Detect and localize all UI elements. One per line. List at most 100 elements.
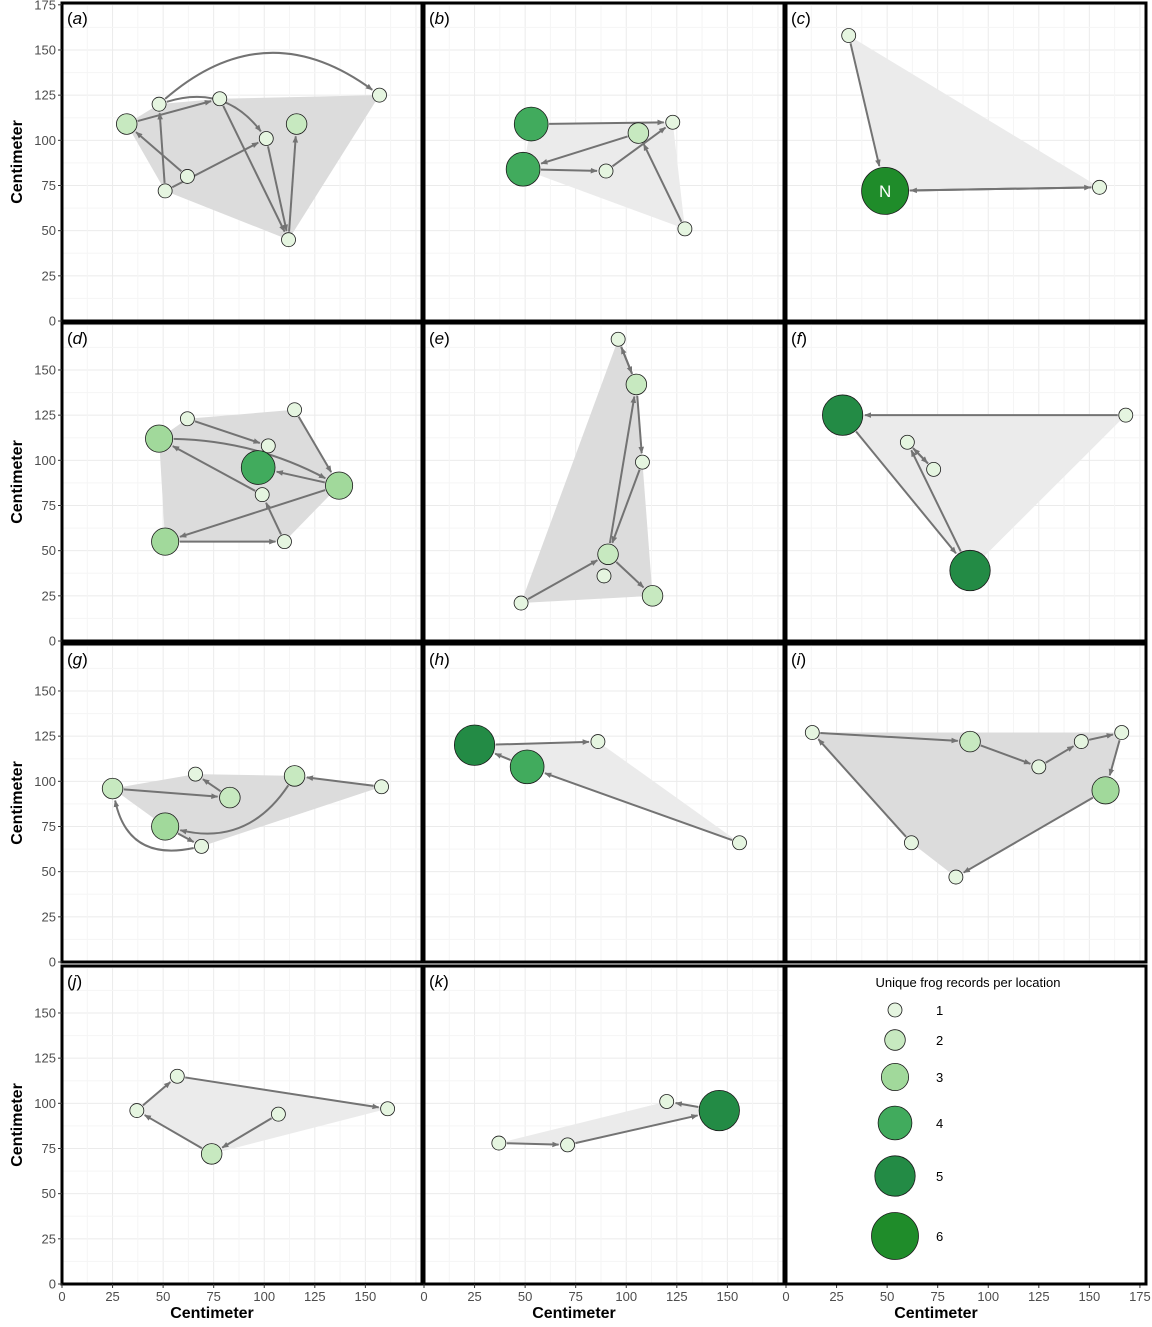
location-node — [1073, 734, 1089, 749]
movement-arrow — [222, 105, 286, 233]
movement-arrow — [575, 1114, 699, 1145]
nodes — [101, 765, 389, 854]
location-node — [949, 549, 991, 592]
location-node — [277, 534, 292, 550]
movement-arrow — [144, 1114, 203, 1150]
y-tick-label: 75 — [42, 178, 56, 193]
panel: (j) — [60, 964, 424, 1286]
hull-polygon — [498, 1101, 720, 1145]
axes-layer: 0255075100125150175Centimeter02550751001… — [9, 0, 1151, 1322]
y-tick-label: 100 — [34, 453, 56, 468]
movement-arrow — [674, 1101, 699, 1108]
location-node — [732, 835, 747, 851]
movement-arrow — [265, 502, 282, 535]
location-node — [219, 786, 241, 809]
movement-arrow — [506, 1141, 560, 1148]
location-node — [948, 869, 964, 885]
location-node — [287, 402, 302, 418]
location-node — [610, 331, 626, 347]
panel-border — [784, 642, 1148, 964]
location-node — [283, 765, 306, 787]
y-tick-label: 0 — [49, 1277, 56, 1292]
location-node — [325, 471, 354, 500]
x-tick-label: 25 — [105, 1289, 119, 1304]
hull-polygon — [848, 35, 1100, 191]
panel-label: (e) — [429, 329, 450, 348]
legend-key-circle — [881, 1063, 910, 1092]
movement-arrow — [817, 738, 907, 838]
panel-label: (c) — [791, 9, 811, 28]
movement-arrow — [164, 51, 373, 100]
x-tick-label: 125 — [1028, 1289, 1050, 1304]
panel-label: (d) — [67, 329, 88, 348]
legend-label: 3 — [936, 1070, 943, 1085]
legend-key-circle — [887, 1002, 903, 1018]
x-tick-label: 25 — [829, 1289, 843, 1304]
legend-label: 2 — [936, 1033, 943, 1048]
nodes — [453, 724, 747, 851]
location-node — [641, 585, 664, 607]
nodes — [145, 402, 354, 556]
y-tick-label: 25 — [42, 588, 56, 603]
panel-label: (i) — [791, 650, 806, 669]
panel-background — [424, 644, 784, 962]
panel: (f) — [784, 321, 1148, 643]
panel-border — [60, 1, 424, 323]
y-tick-label: 0 — [49, 955, 56, 970]
location-node — [258, 131, 274, 146]
x-tick-label: 0 — [782, 1289, 789, 1304]
location-node — [861, 167, 910, 215]
movement-arrow — [306, 775, 374, 787]
movement-arrow — [611, 126, 667, 168]
panel-border — [60, 964, 424, 1286]
location-node — [179, 169, 195, 184]
x-tick-label: 125 — [666, 1289, 688, 1304]
x-tick-label: 150 — [717, 1289, 739, 1304]
movement-arrow — [1045, 745, 1075, 764]
location-node — [1118, 407, 1134, 423]
movement-arrow — [620, 346, 634, 375]
movement-arrow — [113, 799, 194, 852]
legend-label: 4 — [936, 1116, 943, 1131]
legend-label: 6 — [936, 1229, 943, 1244]
movement-arrow — [909, 186, 1092, 194]
edges — [142, 1076, 380, 1150]
edges — [113, 775, 374, 852]
edges — [527, 346, 645, 601]
x-tick-label: 25 — [467, 1289, 481, 1304]
nodes — [822, 394, 1134, 592]
x-tick-label: 75 — [206, 1289, 220, 1304]
location-node — [513, 106, 549, 142]
hull-polygon — [136, 1076, 388, 1154]
x-axis-title: Centimeter — [894, 1305, 978, 1322]
location-node — [281, 232, 296, 248]
y-tick-label: 175 — [34, 0, 56, 12]
y-axis-title: Centimeter — [9, 761, 26, 845]
x-tick-label: 50 — [156, 1289, 170, 1304]
panel: (i) — [784, 642, 1148, 964]
nodes — [491, 1089, 740, 1153]
nodes — [804, 725, 1130, 885]
movement-arrow — [185, 1076, 380, 1110]
location-node — [1092, 179, 1107, 195]
hull-polygon — [112, 774, 382, 847]
location-node — [1091, 776, 1120, 805]
legend-key-circle — [874, 1155, 916, 1197]
movement-arrow — [615, 561, 645, 589]
panel-label: (j) — [67, 972, 82, 991]
panels-layer: (a) (b) N (c) (d) (e) (f) (g) (h) (i) (j) (k) — [60, 1, 1148, 1286]
panel-label: (f) — [791, 329, 807, 348]
movement-arrow — [179, 489, 326, 538]
panel: (h) — [422, 642, 786, 964]
edges — [540, 119, 683, 223]
panel-border — [60, 642, 424, 964]
location-node — [959, 730, 981, 753]
panel-border — [60, 321, 424, 643]
movement-arrow — [137, 100, 212, 123]
edges — [817, 731, 1121, 874]
movement-arrow — [202, 778, 222, 793]
y-tick-label: 125 — [34, 88, 56, 103]
location-node — [926, 461, 942, 477]
location-node — [271, 1106, 286, 1122]
panel-border — [422, 321, 786, 643]
